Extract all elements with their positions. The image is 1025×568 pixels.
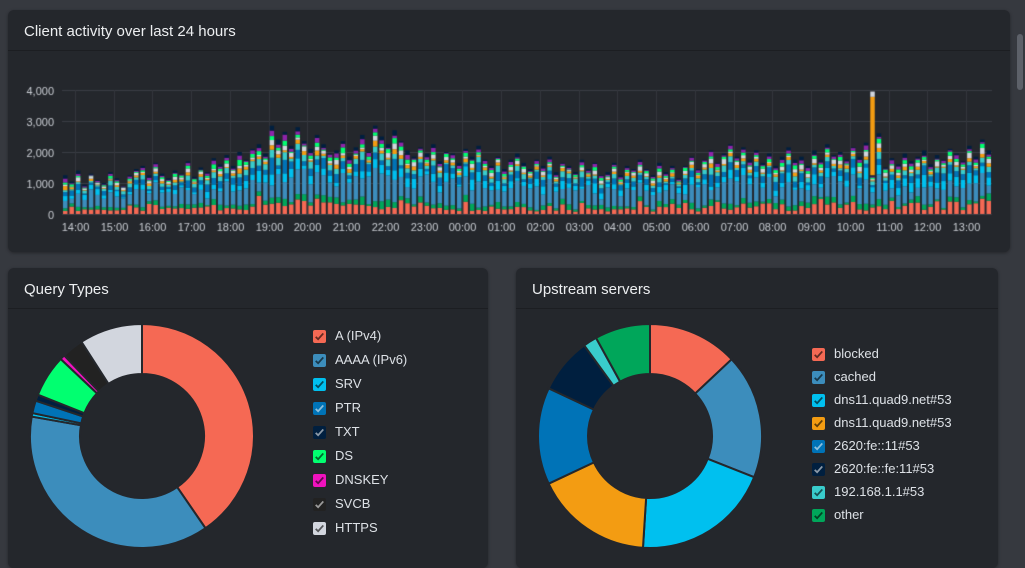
client-activity-chart[interactable]: [16, 48, 1002, 248]
legend-label: A (IPv4): [335, 328, 382, 343]
legend-checkbox-icon[interactable]: [313, 497, 326, 511]
upstream-legend-item-dns11-quad9-net-53[interactable]: dns11.quad9.net#53: [812, 415, 952, 431]
legend-checkbox-icon[interactable]: [812, 508, 825, 522]
legend-label: dns11.quad9.net#53: [834, 392, 952, 407]
query-types-panel: Query Types A (IPv4) AAAA (IPv6) SRV PTR TXT…: [8, 268, 488, 568]
legend-label: TXT: [335, 424, 360, 439]
upstream-legend-item-blocked[interactable]: blocked: [812, 346, 952, 362]
donut-slice-https[interactable]: [80, 322, 143, 386]
upstream-servers-panel: Upstream servers blocked cached dns11.quad…: [516, 268, 998, 568]
legend-label: 192.168.1.1#53: [834, 484, 925, 499]
legend-label: SVCB: [335, 496, 371, 511]
donut-slice-aaaa-ipv6[interactable]: [29, 415, 207, 549]
legend-label: HTTPS: [335, 520, 378, 535]
client-activity-panel: Client activity over last 24 hours: [8, 10, 1010, 252]
legend-checkbox-icon[interactable]: [812, 439, 825, 453]
legend-checkbox-icon[interactable]: [812, 485, 825, 499]
legend-label: dns11.quad9.net#53: [834, 415, 952, 430]
legend-checkbox-icon[interactable]: [313, 473, 326, 487]
upstream-legend-item-dns11-quad9-net-53[interactable]: dns11.quad9.net#53: [812, 392, 952, 408]
legend-checkbox-icon[interactable]: [313, 449, 326, 463]
pihole-dashboard: { "panels": { "activity": { "title": "Cl…: [8, 10, 1023, 568]
legend-checkbox-icon[interactable]: [812, 462, 825, 476]
legend-label: DNSKEY: [335, 472, 389, 487]
query-types-legend-item-ptr[interactable]: PTR: [313, 400, 407, 416]
query-types-legend-item-svcb[interactable]: SVCB: [313, 496, 407, 512]
query-types-donut-chart[interactable]: [22, 316, 262, 556]
query-types-title: Query Types: [8, 268, 488, 309]
upstream-legend-item-192-168-1-1-53[interactable]: 192.168.1.1#53: [812, 484, 952, 500]
legend-checkbox-icon[interactable]: [812, 347, 825, 361]
legend-checkbox-icon[interactable]: [313, 425, 326, 439]
legend-label: 2620:fe::fe:11#53: [834, 461, 935, 476]
legend-checkbox-icon[interactable]: [812, 370, 825, 384]
query-types-legend-item-ds[interactable]: DS: [313, 448, 407, 464]
upstream-servers-donut-chart[interactable]: [530, 316, 770, 556]
legend-checkbox-icon[interactable]: [313, 521, 326, 535]
legend-label: SRV: [335, 376, 362, 391]
legend-label: cached: [834, 369, 876, 384]
legend-label: other: [834, 507, 864, 522]
legend-checkbox-icon[interactable]: [313, 377, 326, 391]
query-types-legend-item-aaaa-ipv6[interactable]: AAAA (IPv6): [313, 352, 407, 368]
query-types-legend: A (IPv4) AAAA (IPv6) SRV PTR TXT DS DNSKEY SVCB…: [313, 328, 407, 536]
legend-label: DS: [335, 448, 354, 463]
legend-label: blocked: [834, 346, 879, 361]
legend-label: PTR: [335, 400, 361, 415]
donut-slice-a-ipv4[interactable]: [141, 322, 255, 530]
legend-label: 2620:fe::11#53: [834, 438, 920, 453]
upstream-legend-item-2620-fe-fe-11-53[interactable]: 2620:fe::fe:11#53: [812, 461, 952, 477]
query-types-legend-item-srv[interactable]: SRV: [313, 376, 407, 392]
query-types-legend-item-a-ipv4[interactable]: A (IPv4): [313, 328, 407, 344]
query-types-legend-item-txt[interactable]: TXT: [313, 424, 407, 440]
upstream-legend-item-2620-fe-11-53[interactable]: 2620:fe::11#53: [812, 438, 952, 454]
legend-checkbox-icon[interactable]: [313, 401, 326, 415]
query-types-legend-item-https[interactable]: HTTPS: [313, 520, 407, 536]
donut-slice-other[interactable]: [594, 322, 651, 384]
upstream-legend-item-cached[interactable]: cached: [812, 369, 952, 385]
legend-checkbox-icon[interactable]: [812, 416, 825, 430]
page-scrollbar-thumb[interactable]: [1017, 34, 1023, 90]
client-activity-title: Client activity over last 24 hours: [8, 10, 1010, 51]
donut-slice-dns11-quad9-net-53[interactable]: [641, 457, 756, 549]
legend-checkbox-icon[interactable]: [313, 353, 326, 367]
legend-label: AAAA (IPv6): [335, 352, 408, 367]
upstream-servers-legend: blocked cached dns11.quad9.net#53 dns11.qua…: [812, 346, 952, 523]
upstream-legend-item-other[interactable]: other: [812, 507, 952, 523]
upstream-servers-title: Upstream servers: [516, 268, 998, 309]
legend-checkbox-icon[interactable]: [812, 393, 825, 407]
legend-checkbox-icon[interactable]: [313, 329, 326, 343]
query-types-legend-item-dnskey[interactable]: DNSKEY: [313, 472, 407, 488]
